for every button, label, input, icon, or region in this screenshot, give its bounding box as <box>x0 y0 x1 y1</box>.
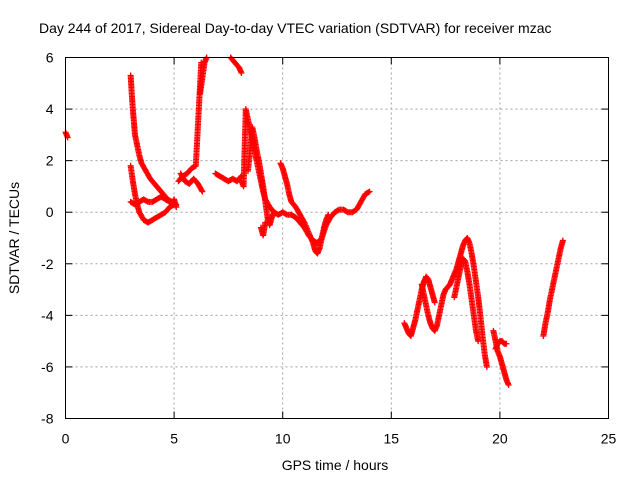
y-tick-label: -4 <box>41 307 54 323</box>
x-tick-label: 5 <box>170 431 178 447</box>
data-series-seg13 <box>257 219 269 239</box>
data-series-seg12 <box>244 124 278 229</box>
x-tick-label: 15 <box>384 431 400 447</box>
data-point <box>505 381 512 388</box>
data-series-seg3 <box>127 162 178 226</box>
data-point <box>503 340 510 347</box>
data-point <box>475 338 482 345</box>
data-series-seg2 <box>127 72 180 208</box>
y-tick-label: -8 <box>41 411 54 427</box>
data-point <box>238 69 245 76</box>
data-series-seg5 <box>168 196 180 211</box>
data-series-seg9 <box>227 54 245 76</box>
y-tick-label: 0 <box>46 204 54 220</box>
data-series-seg7 <box>177 170 206 195</box>
x-tick-label: 10 <box>275 431 291 447</box>
y-tick-label: -2 <box>41 256 54 272</box>
y-tick-label: -6 <box>41 359 54 375</box>
data-series-seg15 <box>288 188 373 247</box>
data-series-seg4 <box>127 193 173 208</box>
data-series-seg14 <box>277 160 332 257</box>
data-series-seg18 <box>451 255 482 345</box>
axes: 0 5 10 15 20 25 -8 -6 -4 -2 0 2 4 6 <box>41 50 616 447</box>
data-point <box>366 188 373 195</box>
x-tick-label: 0 <box>62 431 70 447</box>
data-point <box>199 188 206 195</box>
chart-title: Day 244 of 2017, Sidereal Day-to-day VTE… <box>39 20 552 36</box>
y-tick-label: 6 <box>46 50 54 66</box>
y-axis-label: SDTVAR / TECUs <box>6 182 22 294</box>
gridlines <box>65 57 609 419</box>
data-series-seg16 <box>401 273 438 339</box>
data-point <box>198 187 205 194</box>
data-point <box>483 363 490 370</box>
y-tick-label: 2 <box>46 153 54 169</box>
x-tick-label: 20 <box>492 431 508 447</box>
data-points <box>62 54 566 388</box>
data-series-seg19 <box>490 327 512 388</box>
data-point <box>173 204 180 211</box>
data-series-seg21 <box>540 237 566 339</box>
plot-frame <box>65 57 609 419</box>
data-point <box>559 237 566 244</box>
data-point <box>431 299 438 306</box>
data-point <box>271 209 278 216</box>
x-tick-label: 25 <box>601 431 617 447</box>
x-axis-label: GPS time / hours <box>282 457 389 473</box>
data-series-seg17 <box>418 235 490 370</box>
data-series-seg20 <box>492 338 510 352</box>
data-point <box>262 219 269 226</box>
y-tick-label: 4 <box>46 101 54 117</box>
data-series-seg1 <box>62 129 71 141</box>
